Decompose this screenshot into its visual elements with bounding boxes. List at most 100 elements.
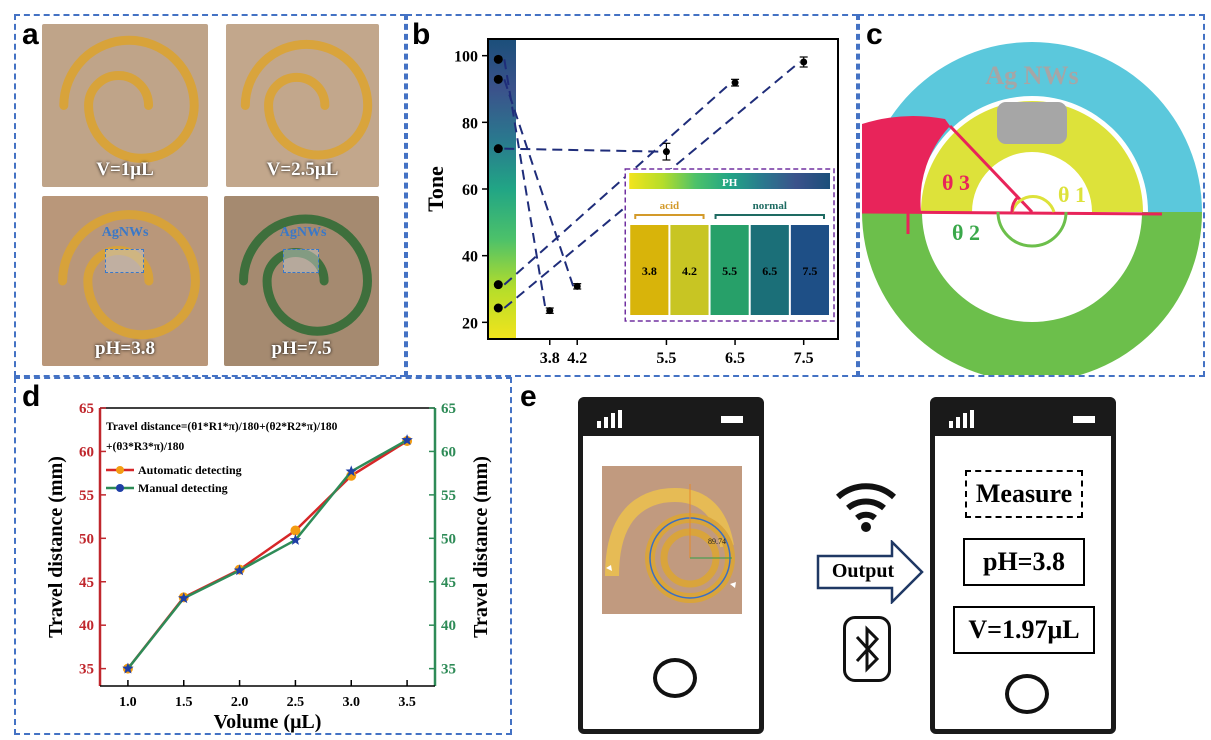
agnws-overlay-label: AgNWs <box>279 224 327 240</box>
theta3-arc <box>1010 195 1020 213</box>
bluetooth-icon <box>843 616 891 682</box>
y-tick-label: 40 <box>79 618 94 634</box>
wifi-icon <box>830 475 902 535</box>
data-point <box>122 662 134 674</box>
data-point <box>800 58 808 66</box>
y-tick-label: 65 <box>79 401 94 417</box>
theta2-label: θ 2 <box>952 220 980 245</box>
x-tick-label: 6.5 <box>725 350 745 367</box>
panel-a-photo: V=1μL <box>42 24 208 187</box>
y-tick-label: 80 <box>462 115 478 132</box>
inset-swatch-label: 5.5 <box>722 264 737 278</box>
agnws-region-box <box>282 248 319 273</box>
theta3-label: θ 3 <box>942 170 970 195</box>
dashed-guide <box>503 59 547 311</box>
agnws-overlay-label: AgNWs <box>101 224 149 240</box>
y-tick-label: 60 <box>462 182 478 199</box>
normal-label: normal <box>753 200 787 212</box>
panel-a-photo: AgNWs pH=7.5 <box>224 196 379 366</box>
x-tick-label: 3.0 <box>343 695 361 710</box>
y-axis-label: Tone <box>423 166 448 212</box>
inset-swatch-label: 6.5 <box>762 264 777 278</box>
panel-a-photo: AgNWs pH=3.8 <box>42 196 208 366</box>
signal-icon <box>597 410 623 428</box>
y-tick-label-right: 60 <box>441 444 456 460</box>
output-label: Output <box>831 560 895 582</box>
inset-swatch <box>710 225 749 315</box>
reference-point <box>493 54 503 64</box>
y-tick-label: 35 <box>79 662 94 678</box>
signal-icon <box>949 410 975 428</box>
y-axis-label-right: Travel distance (mm) <box>470 456 492 638</box>
legend-label: Automatic detecting <box>138 463 242 477</box>
data-point <box>290 525 301 536</box>
legend-marker <box>116 466 124 474</box>
theta2-arc <box>996 211 1068 248</box>
dashed-guide <box>503 81 732 286</box>
data-point <box>345 465 357 477</box>
panel-b-border <box>406 14 858 377</box>
panel-e-label: e <box>520 380 537 413</box>
panel-a-photo: V=2.5μL <box>226 24 379 187</box>
panel-c-label: c <box>866 18 883 51</box>
panel-b-label: b <box>412 18 431 51</box>
measure-title[interactable]: Measure <box>965 470 1083 518</box>
y-axis-label: Travel distance (mm) <box>45 456 67 638</box>
bottom-ring <box>862 212 1202 375</box>
series-line <box>126 439 408 670</box>
theta1-arc <box>1010 195 1056 213</box>
data-point <box>233 564 246 576</box>
panel-a-label: a <box>22 18 39 51</box>
theta1-label: θ 1 <box>1058 182 1086 207</box>
dashed-guide <box>504 147 663 153</box>
output-arrow: Output <box>816 538 924 606</box>
photo-caption: V=1μL <box>96 159 154 180</box>
inset-swatch <box>750 225 789 315</box>
y-tick-label: 100 <box>454 49 478 66</box>
ag-nws-chip <box>997 102 1067 144</box>
data-point <box>731 79 739 87</box>
inset-colorbar <box>629 173 830 189</box>
inset-swatch <box>630 225 669 315</box>
home-button-icon[interactable] <box>1005 674 1049 714</box>
panel-a-border <box>14 14 406 377</box>
y-tick-label-right: 35 <box>441 662 456 678</box>
normal-bracket <box>714 214 825 219</box>
x-tick-label: 1.5 <box>175 695 193 710</box>
panel-d-label: d <box>22 380 41 413</box>
reference-point <box>493 74 503 84</box>
baseline <box>861 210 1163 216</box>
photo-caption: pH=3.8 <box>95 338 155 359</box>
legend-marker <box>116 484 124 492</box>
acid-bracket <box>634 214 705 219</box>
reference-point <box>493 303 503 313</box>
formula-line-1: Travel distance=(θ1*R1*π)/180+(θ2*R2*π)/… <box>106 421 338 433</box>
y-tick-label-right: 45 <box>441 575 456 591</box>
home-button-icon[interactable] <box>653 658 697 698</box>
x-tick-label: 2.0 <box>231 695 249 710</box>
x-axis-label: pH <box>648 371 677 376</box>
panel-d-border <box>14 377 512 735</box>
inset-swatch-label: 7.5 <box>802 264 817 278</box>
data-point <box>178 592 190 604</box>
volume-result: V=1.97μL <box>953 606 1095 654</box>
x-tick-label: 2.5 <box>287 695 305 710</box>
ph-result: pH=3.8 <box>963 538 1085 586</box>
y-tick-label-right: 55 <box>441 488 456 504</box>
phone-left-status-bar <box>583 402 759 436</box>
acid-label: acid <box>660 200 680 212</box>
x-tick-label: 3.8 <box>540 350 560 367</box>
data-point <box>662 148 670 156</box>
panel-c-border <box>858 14 1205 377</box>
phone-right-status-bar <box>935 402 1111 436</box>
inset-swatch-label: 3.8 <box>642 264 657 278</box>
y-tick-label: 40 <box>462 249 478 266</box>
dashed-guide <box>503 79 575 287</box>
panel-b-chart: 3.8 4.2 5.5 6.5 7.5 20 40 60 80 100 pH Tone PH 3.8 4.2… <box>423 38 839 376</box>
agnws-region-box <box>105 248 144 273</box>
theta3-sector <box>862 116 950 212</box>
y-tick-label: 50 <box>79 531 94 547</box>
y-tick-label-right: 50 <box>441 531 456 547</box>
inset-title: PH <box>722 177 738 189</box>
reference-point <box>493 144 503 154</box>
